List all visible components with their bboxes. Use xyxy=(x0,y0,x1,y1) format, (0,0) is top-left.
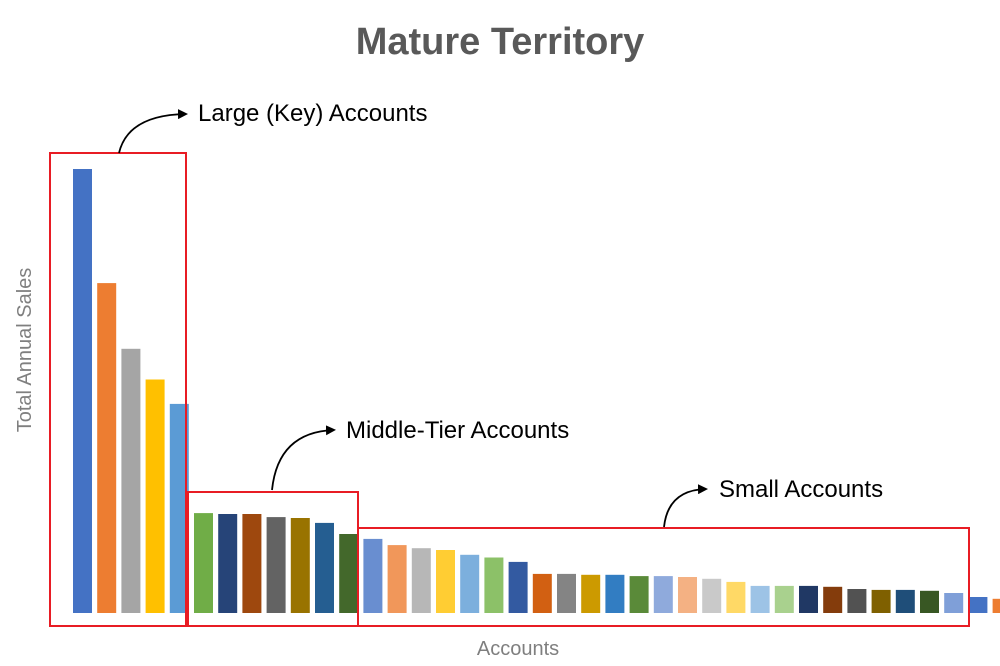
large-accounts-arrow xyxy=(118,109,188,154)
chart-title: Mature Territory xyxy=(356,21,645,63)
bar-23 xyxy=(605,574,625,613)
middle-tier-accounts-label: Middle-Tier Accounts xyxy=(346,417,569,444)
bar-17 xyxy=(460,554,480,613)
bar-22 xyxy=(581,574,601,613)
bar-21 xyxy=(557,573,576,613)
bar-15 xyxy=(411,548,431,613)
bar-9 xyxy=(266,517,286,613)
bar-35 xyxy=(895,589,915,613)
bar-36 xyxy=(920,590,939,613)
bar-25 xyxy=(653,576,673,613)
large-accounts-box xyxy=(49,152,187,627)
small-accounts-arrow xyxy=(663,484,708,528)
bar-24 xyxy=(629,576,649,613)
bar-6 xyxy=(194,513,213,613)
bar-19 xyxy=(508,561,528,613)
bar-3 xyxy=(121,348,141,613)
bars-group xyxy=(73,169,1000,613)
bar-28 xyxy=(726,581,746,613)
large-accounts-label: Large (Key) Accounts xyxy=(198,100,427,127)
bar-13 xyxy=(363,538,383,613)
bar-29 xyxy=(750,585,770,613)
bar-37 xyxy=(944,593,964,613)
bar-5 xyxy=(169,403,189,613)
bar-31 xyxy=(799,585,818,613)
bar-26 xyxy=(678,577,697,613)
bar-7 xyxy=(218,514,238,613)
bar-33 xyxy=(847,589,867,613)
small-accounts-box xyxy=(357,527,970,627)
bar-12 xyxy=(339,534,359,613)
bar-34 xyxy=(871,589,891,613)
x-axis-label: Accounts xyxy=(477,638,559,660)
bar-30 xyxy=(774,585,794,613)
bar-10 xyxy=(290,518,310,613)
bar-20 xyxy=(532,573,552,613)
bar-39 xyxy=(992,598,1000,613)
bar-1 xyxy=(73,169,92,613)
small-accounts-label: Small Accounts xyxy=(719,476,883,503)
middle-tier-accounts-arrow xyxy=(271,425,336,491)
y-axis-label: Total Annual Sales xyxy=(14,268,36,433)
bar-27 xyxy=(702,578,722,613)
bar-14 xyxy=(387,545,407,613)
bar-16 xyxy=(436,550,455,613)
bar-8 xyxy=(242,514,262,613)
bar-11 xyxy=(315,522,334,613)
bar-32 xyxy=(823,586,843,613)
bar-2 xyxy=(97,283,117,613)
bar-18 xyxy=(484,557,504,613)
bar-38 xyxy=(968,597,988,613)
bar-4 xyxy=(145,379,165,613)
